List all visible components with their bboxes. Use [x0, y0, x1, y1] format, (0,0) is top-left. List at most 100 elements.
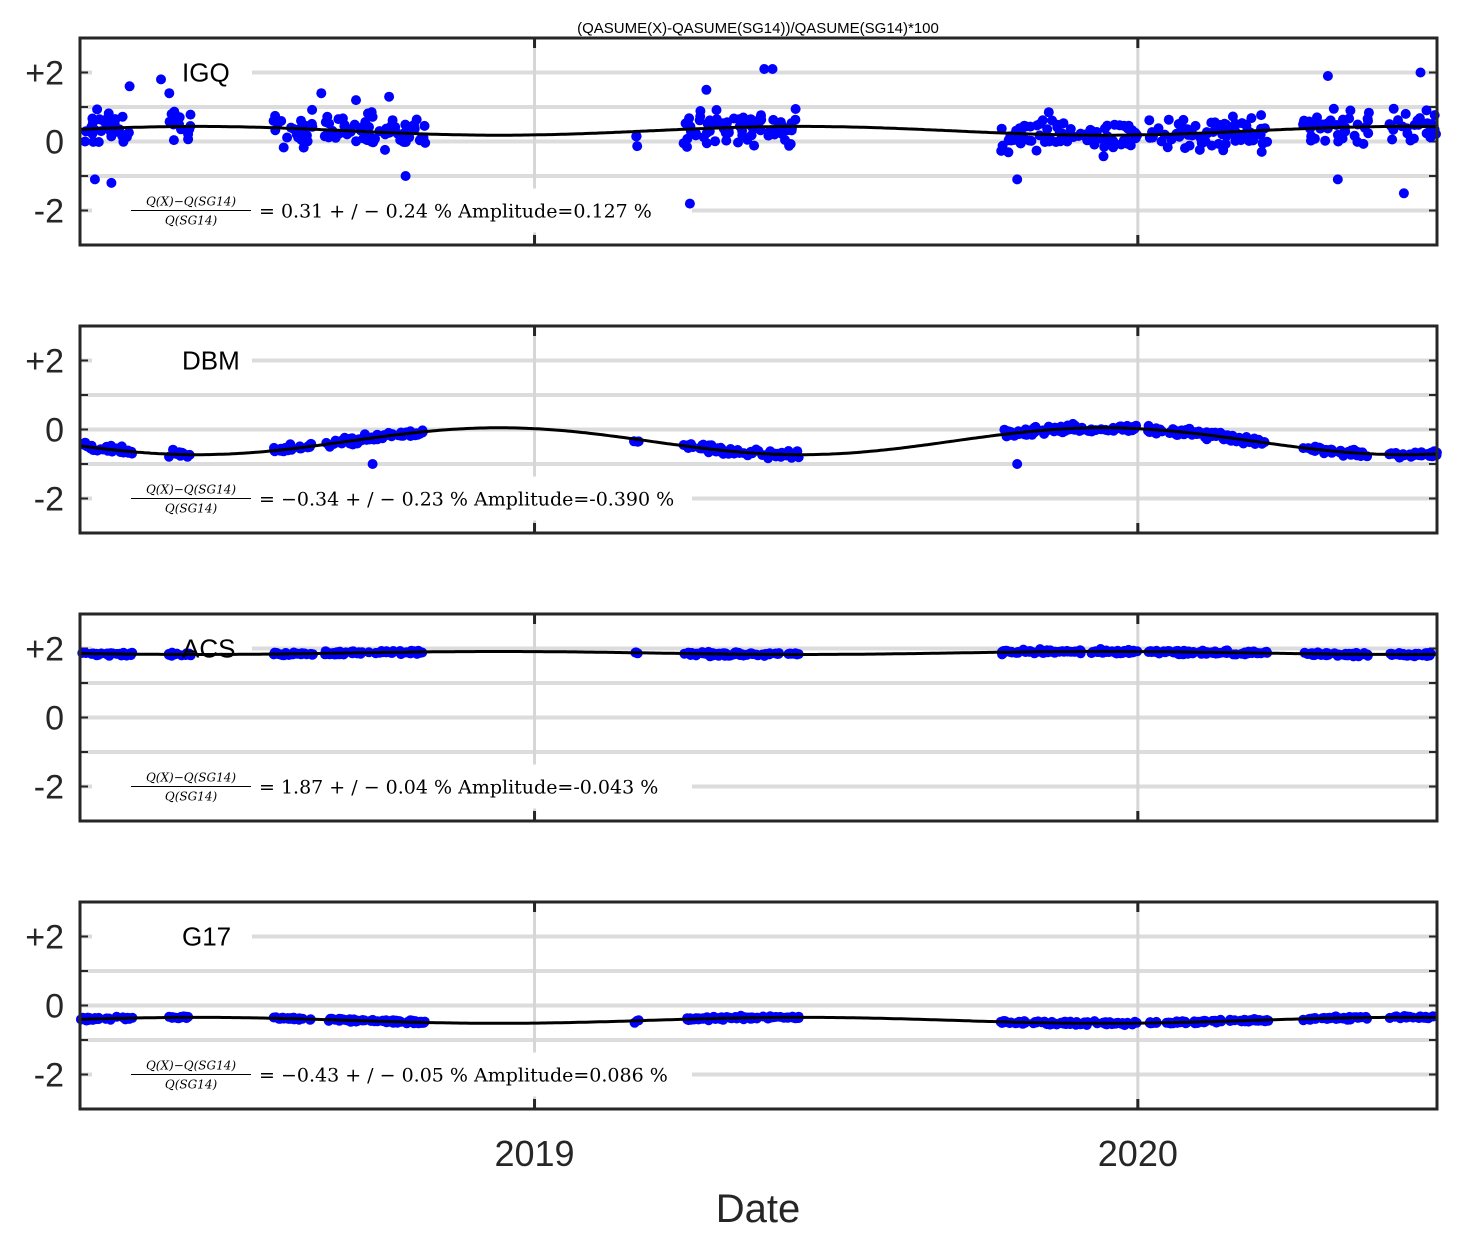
y-tick-label: 0: [45, 700, 64, 738]
data-point: [1031, 145, 1042, 156]
data-point: [169, 106, 180, 117]
stats-annotation: = 1.87 + / − 0.04 % Amplitude=-0.043 %: [259, 777, 658, 799]
data-point: [1015, 138, 1026, 149]
data-point: [1065, 124, 1076, 134]
data-point: [1387, 134, 1398, 145]
data-point: [1042, 124, 1053, 135]
seasonal-fit-line: [79, 1015, 1437, 1025]
data-point: [296, 134, 307, 145]
data-point: [1262, 136, 1273, 147]
fraction-denominator: Q(SG14): [165, 1078, 218, 1092]
data-point: [996, 145, 1007, 156]
panel-g17: G17 Q(X)−Q(SG14) Q(SG14) = −0.43 + / − 0.05…: [25, 900, 1439, 1111]
station-label-bg: [92, 918, 252, 955]
x-tick-label: 2020: [1098, 1133, 1178, 1174]
x-tick-label: 2019: [494, 1133, 574, 1174]
data-point: [387, 115, 398, 126]
data-point: [1328, 103, 1339, 114]
axes-frame: [78, 900, 1439, 1111]
data-point: [1098, 151, 1109, 162]
data-point: [1116, 139, 1127, 150]
fraction-denominator: Q(SG14): [165, 502, 218, 516]
data-point: [1037, 115, 1048, 126]
data-point: [89, 174, 100, 185]
data-point: [117, 111, 128, 122]
data-point: [1390, 448, 1401, 458]
data-point: [1320, 135, 1331, 146]
data-point: [1332, 650, 1343, 661]
data-point: [684, 113, 695, 124]
data-point: [1118, 120, 1129, 131]
data-point: [742, 134, 753, 145]
data-point: [790, 114, 801, 125]
data-point: [785, 139, 796, 149]
data-point: [316, 88, 327, 99]
y-tick-label: -2: [34, 769, 64, 807]
figure-title: (QASUME(X)-QASUME(SG14))/QASUME(SG14)*10…: [577, 20, 939, 37]
data-point: [168, 135, 179, 146]
data-point: [1012, 459, 1023, 469]
data-point: [164, 116, 175, 127]
data-point: [1415, 67, 1426, 78]
station-label: ACS: [182, 634, 235, 664]
data-point: [1117, 424, 1128, 435]
data-point: [1153, 123, 1164, 134]
data-point: [769, 129, 780, 140]
data-point: [93, 137, 104, 147]
data-point: [1242, 133, 1253, 143]
data-point: [1144, 115, 1155, 126]
data-point: [1231, 649, 1242, 660]
data-point: [400, 171, 411, 181]
fraction-numerator: Q(X)−Q(SG14): [146, 483, 236, 497]
data-point: [701, 84, 712, 95]
data-point: [1012, 174, 1023, 185]
data-point: [1421, 105, 1432, 116]
data-point: [721, 135, 732, 146]
data-point: [183, 129, 194, 140]
data-point: [1218, 145, 1229, 156]
data-point: [285, 439, 296, 450]
data-point: [319, 131, 330, 142]
data-point: [282, 132, 293, 143]
data-point: [790, 104, 801, 114]
data-point: [1322, 71, 1333, 81]
data-point: [1206, 140, 1217, 151]
data-point: [1163, 114, 1174, 125]
data-point: [1194, 144, 1205, 155]
data-point: [749, 140, 760, 151]
data-point: [86, 122, 97, 132]
data-point: [1309, 133, 1320, 144]
axes-frame: [78, 324, 1439, 535]
data-point: [1162, 142, 1173, 153]
seasonal-fit-line: [79, 426, 1438, 457]
data-point: [164, 88, 175, 99]
data-point: [767, 64, 778, 74]
data-point: [92, 104, 103, 115]
seasonal-fit-line: [80, 650, 1437, 656]
panel-igq: IGQ Q(X)−Q(SG14) Q(SG14) = 0.31 + / − 0.24 …: [25, 36, 1441, 247]
data-point: [1345, 105, 1356, 116]
data-point: [1184, 140, 1195, 151]
data-point: [996, 123, 1007, 134]
data-point: [763, 453, 774, 464]
y-tick-label: +2: [25, 631, 64, 669]
data-point: [80, 136, 91, 147]
data-point: [419, 120, 430, 131]
data-point: [123, 127, 134, 138]
data-point: [1398, 188, 1409, 199]
data-point: [1099, 141, 1110, 152]
data-point: [1332, 174, 1343, 185]
panel-dbm: DBM Q(X)−Q(SG14) Q(SG14) = −0.34 + / − 0.23…: [25, 324, 1442, 535]
data-point: [1109, 119, 1120, 130]
data-point: [711, 105, 722, 115]
station-label: G17: [182, 922, 231, 952]
data-point: [1043, 107, 1054, 118]
data-point: [1190, 120, 1201, 131]
data-point: [322, 111, 333, 122]
data-point: [1026, 135, 1037, 146]
data-point: [367, 459, 378, 469]
fraction-denominator: Q(SG14): [165, 214, 218, 228]
data-point: [1388, 103, 1399, 114]
fraction-denominator: Q(SG14): [165, 790, 218, 804]
data-point: [632, 141, 643, 152]
